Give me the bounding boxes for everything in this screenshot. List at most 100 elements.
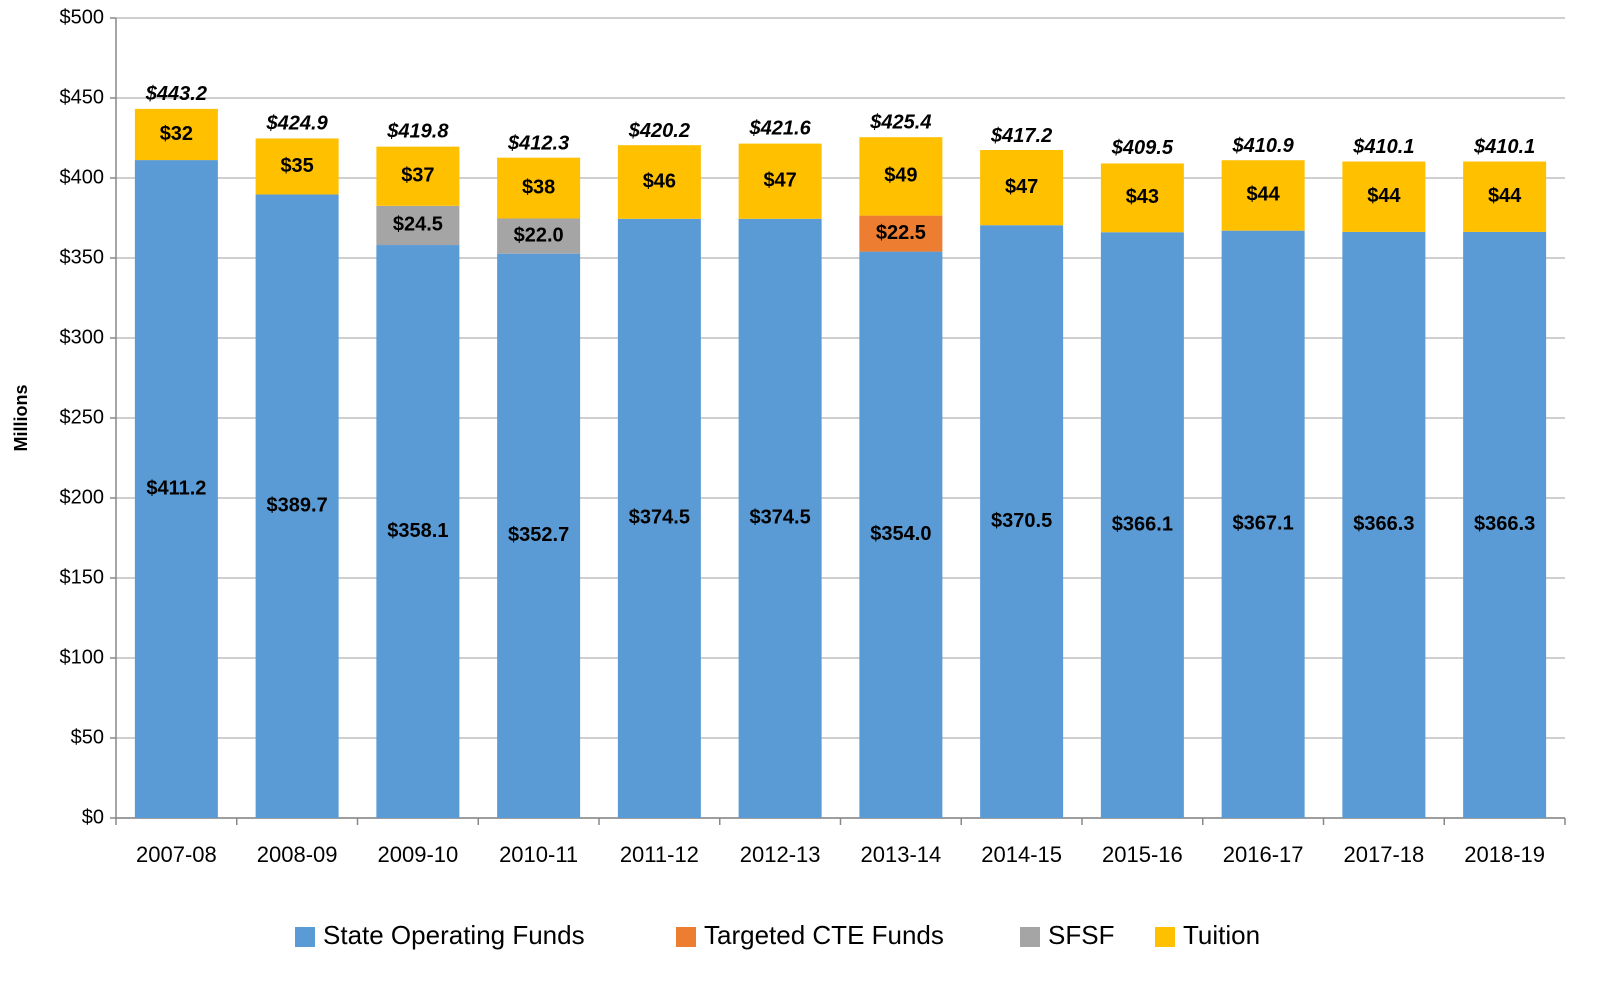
x-tick-label: 2014-15 [981, 842, 1062, 867]
total-label: $424.9 [266, 112, 329, 134]
legend-swatch [1155, 927, 1175, 947]
bar-segment [980, 150, 1064, 226]
bar-segment [617, 145, 701, 219]
y-tick-label: $350 [60, 246, 105, 268]
y-tick-label: $250 [60, 406, 105, 428]
segment-label: $47 [763, 169, 796, 191]
segment-label: $370.5 [991, 510, 1052, 532]
bar-segment [738, 143, 822, 219]
segment-label: $44 [1246, 184, 1280, 206]
segment-label: $374.5 [629, 507, 690, 529]
segment-label: $38 [522, 176, 555, 198]
total-label: $420.2 [628, 120, 690, 142]
total-label: $421.6 [749, 118, 812, 140]
total-label: $410.9 [1232, 135, 1295, 157]
segment-label: $47 [1005, 176, 1038, 198]
bar-segment [859, 137, 943, 216]
y-tick-label: $500 [60, 6, 105, 28]
segment-label: $22.5 [876, 222, 926, 244]
segment-label: $46 [643, 170, 676, 192]
y-tick-label: $450 [60, 86, 105, 108]
legend-label: Tuition [1183, 920, 1260, 950]
total-label: $410.1 [1473, 136, 1535, 158]
bar-segment [859, 215, 943, 252]
x-tick-label: 2009-10 [378, 842, 459, 867]
x-tick-label: 2011-12 [620, 842, 699, 867]
y-tick-label: $200 [60, 486, 105, 508]
y-tick-label: $400 [60, 166, 105, 188]
legend-swatch [295, 927, 315, 947]
segment-label: $32 [160, 123, 193, 145]
segment-label: $43 [1126, 186, 1159, 208]
bar-segment [617, 218, 701, 819]
bar-segment [497, 218, 581, 254]
total-label: $443.2 [145, 83, 207, 105]
legend-label: SFSF [1048, 920, 1114, 950]
bar-segment [738, 218, 822, 819]
legend-swatch [1020, 927, 1040, 947]
legend-label: State Operating Funds [323, 920, 585, 950]
bar-segment [497, 253, 581, 818]
y-tick-label: $50 [71, 726, 104, 748]
x-tick-label: 2010-11 [499, 842, 578, 867]
segment-label: $354.0 [870, 523, 931, 545]
segment-label: $366.3 [1353, 513, 1414, 535]
bar-segment [1100, 163, 1184, 233]
segment-label: $366.1 [1112, 513, 1173, 535]
segment-label: $22.0 [514, 224, 564, 246]
bar-segment [1100, 232, 1184, 819]
segment-label: $24.5 [393, 214, 443, 236]
segment-label: $35 [280, 155, 313, 177]
x-tick-label: 2018-19 [1464, 842, 1545, 867]
segment-label: $49 [884, 165, 917, 187]
segment-label: $37 [401, 165, 434, 187]
bar-segment [255, 194, 339, 819]
x-tick-label: 2013-14 [861, 842, 942, 867]
segment-label: $374.5 [750, 507, 811, 529]
bar-segment [1221, 230, 1305, 818]
bar-segment [376, 205, 460, 246]
segment-label: $411.2 [146, 477, 206, 499]
bar-segment [376, 245, 460, 819]
bar-segment [134, 108, 218, 161]
segment-label: $367.1 [1233, 513, 1294, 535]
legend-label: Targeted CTE Funds [704, 920, 944, 950]
total-label: $412.3 [507, 133, 569, 155]
x-tick-label: 2012-13 [740, 842, 821, 867]
y-tick-label: $0 [82, 806, 104, 828]
bar-segment [376, 146, 460, 206]
x-tick-label: 2008-09 [257, 842, 338, 867]
total-label: $409.5 [1111, 137, 1174, 159]
bar-segment [1221, 160, 1305, 231]
bar-segment [134, 160, 218, 818]
bar-segment [255, 138, 339, 195]
y-axis-label: Millions [11, 385, 31, 452]
bar-segment [980, 225, 1064, 818]
x-tick-label: 2016-17 [1223, 842, 1304, 867]
y-tick-label: $150 [60, 566, 105, 588]
segment-label: $44 [1367, 185, 1401, 207]
x-tick-label: 2017-18 [1344, 842, 1425, 867]
bar-segment [1463, 161, 1547, 232]
bar-segment [859, 251, 943, 819]
bar-segment [1342, 231, 1426, 819]
total-label: $425.4 [869, 112, 931, 134]
segment-label: $366.3 [1474, 513, 1535, 535]
y-tick-label: $100 [60, 646, 105, 668]
bar-segment [1342, 161, 1426, 232]
total-label: $410.1 [1352, 136, 1414, 158]
segment-label: $352.7 [508, 524, 569, 546]
legend-swatch [676, 927, 696, 947]
segment-label: $389.7 [267, 495, 328, 517]
total-label: $419.8 [386, 121, 449, 143]
segment-label: $44 [1488, 185, 1522, 207]
total-label: $417.2 [990, 125, 1052, 147]
bar-segment [497, 157, 581, 219]
segment-label: $358.1 [387, 520, 448, 542]
x-tick-label: 2007-08 [136, 842, 217, 867]
bar-segment [1463, 231, 1547, 819]
x-tick-label: 2015-16 [1102, 842, 1183, 867]
y-tick-label: $300 [60, 326, 105, 348]
